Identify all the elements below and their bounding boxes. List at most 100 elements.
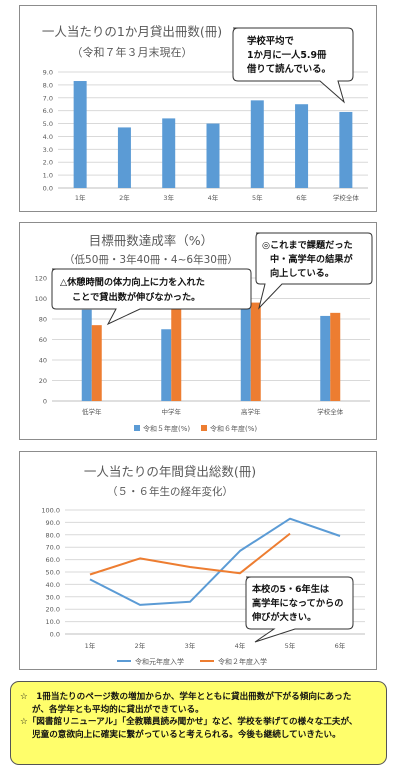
chart3-callout-line2: 高学年になってからの [252, 597, 343, 609]
chart2-xtick-label: 低学年 [82, 407, 102, 416]
chart2-bar-series2 [171, 307, 182, 401]
chart3-ytick-label: 50.0 [46, 569, 60, 577]
chart3-xtick-label: 2年 [135, 641, 146, 650]
chart1-xtick-label: 3年 [163, 193, 174, 202]
chart3-legend-series2: 令和２年度入学 [218, 657, 267, 666]
chart1-ytick-label: 7.0 [43, 94, 53, 102]
monthly-loans-chart: 一人当たりの1か月貸出冊数(冊) （令和７年３月末現在） 0.0 1.0 2.0 3.… [19, 5, 377, 212]
chart2-callout-right-line2: 中・高学年の結果が [270, 253, 353, 265]
chart1-ytick-label: 0.0 [43, 185, 53, 193]
chart1-bar [250, 100, 264, 188]
chart2-legend-series1: 令和５年度(%) [143, 424, 190, 433]
chart2-ytick-label: 0 [43, 398, 47, 406]
chart1-xtick-label: 2年 [119, 193, 130, 202]
chart1-ytick-label: 8.0 [43, 81, 53, 89]
chart2-subtitle: （低50冊・3年40冊・4~6年30冊） [64, 253, 238, 266]
chart3-xtick-label: 5年 [285, 641, 296, 650]
chart1-subtitle: （令和７年３月末現在） [72, 45, 193, 59]
chart3-series2-line [89, 532, 291, 576]
chart1-callout-line2: 1か月に一人5.9冊 [247, 49, 327, 61]
chart3-legend: 令和元年度入学 令和２年度入学 [117, 657, 267, 666]
chart1-xtick-label: 5年 [252, 193, 263, 202]
chart3-ytick-label: 40.0 [46, 581, 60, 589]
chart3-ytick-label: 90.0 [46, 519, 60, 527]
chart3-series1-line [89, 517, 341, 606]
chart2-xtick-label: 高学年 [241, 407, 261, 416]
note-line2: が、各学年とも平均的に貸出ができている。 [32, 704, 204, 715]
chart1-bar [339, 111, 353, 188]
note-line1: ☆ 1冊当たりのページ数の増加からか、学年とともに貸出冊数が下がる傾向にあった [20, 692, 352, 702]
chart2-ytick-label: 80 [39, 316, 47, 324]
chart3-xtick-label: 4年 [235, 641, 246, 650]
chart2-legend: 令和５年度(%) 令和６年度(%) [134, 424, 257, 433]
annual-loans-svg: 一人当たりの年間貸出総数(冊) （５・６年生の経年変化） 0.0 10.0 20.0… [41, 464, 365, 666]
chart1-callout: 学校平均で 1か月に一人5.9冊 借りて読んでいる。 [232, 27, 354, 104]
chart2-ytick-label: 120 [35, 275, 47, 283]
chart1-ytick-label: 2.0 [43, 159, 53, 167]
chart2-bar-series1 [161, 329, 172, 401]
chart2-bar-series2 [91, 325, 102, 401]
chart3-ytick-label: 20.0 [46, 606, 60, 614]
chart2-ytick-label: 100 [35, 295, 47, 303]
chart3-xtick-label: 1年 [85, 641, 96, 650]
chart2-ytick-label: 60 [39, 336, 47, 344]
chart1-ytick-label: 9.0 [43, 69, 53, 77]
chart1-bar [117, 127, 131, 188]
chart2-xtick-label: 学校全体 [317, 407, 344, 416]
chart1-ytick-label: 6.0 [43, 107, 53, 115]
chart1-xtick-label: 学校全体 [333, 193, 360, 202]
chart2-legend-series2: 令和６年度(%) [210, 424, 257, 433]
summary-note: ☆ 1冊当たりのページ数の増加からか、学年とともに貸出冊数が下がる傾向にあった … [10, 681, 387, 765]
chart1-bar [162, 118, 176, 188]
chart1-title: 一人当たりの1か月貸出冊数(冊) [42, 24, 222, 39]
chart3-callout-line1: 本校の5・6年生は [252, 583, 329, 595]
chart3-ytick-label: 80.0 [46, 531, 60, 539]
chart2-bar-series2 [250, 302, 261, 401]
chart3-callout: 本校の5・6年生は 高学年になってからの 伸びが大きい。 [245, 576, 354, 643]
chart1-bar [73, 81, 87, 188]
monthly-loans-svg: 一人当たりの1か月貸出冊数(冊) （令和７年３月末現在） 0.0 1.0 2.0 3.… [42, 24, 368, 202]
chart2-bar-series2 [330, 312, 341, 401]
chart1-ytick-label: 1.0 [43, 172, 53, 180]
note-line4: 児童の意欲向上に確実に繋がっていると考えられる。今後も継続していきたい。 [32, 729, 341, 740]
chart3-subtitle: （５・６年生の経年変化） [107, 485, 233, 498]
chart2-xtick-label: 中学年 [162, 407, 182, 416]
chart3-ytick-label: 10.0 [46, 618, 60, 626]
chart2-callout-left-line1: △休憩時間の体力向上に力を入れた [60, 276, 205, 288]
chart3-ytick-label: 60.0 [46, 556, 60, 564]
chart1-ytick-label: 5.0 [43, 120, 53, 128]
chart2-bar-series1 [240, 307, 251, 401]
chart2-callout-right-line3: 向上している。 [270, 267, 334, 279]
chart2-callout-right: ◎これまで課題だった 中・高学年の結果が 向上している。 [255, 232, 373, 310]
chart3-ytick-label: 0.0 [50, 631, 60, 639]
chart3-ytick-label: 30.0 [46, 593, 60, 601]
chart2-ytick-label: 20 [39, 377, 47, 385]
chart1-xtick-label: 1年 [75, 193, 86, 202]
chart1-xtick-label: 4年 [208, 193, 219, 202]
chart2-callout-left-line2: ことで貸出数が伸びなかった。 [72, 291, 200, 303]
chart2-callout-left: △休憩時間の体力向上に力を入れた ことで貸出数が伸びなかった。 [51, 268, 252, 326]
annual-loans-chart: 一人当たりの年間貸出総数(冊) （５・６年生の経年変化） 0.0 10.0 20.0… [19, 451, 377, 670]
chart2-bar-series1 [320, 315, 331, 401]
chart3-title: 一人当たりの年間貸出総数(冊) [84, 464, 256, 479]
goal-achievement-svg: 目標冊数達成率（%） （低50冊・3年40冊・4~6年30冊） 0 20 40 60 8… [35, 232, 373, 433]
chart3-xtick-label: 6年 [335, 641, 346, 650]
chart1-callout-line1: 学校平均で [247, 35, 294, 47]
chart1-ytick-label: 4.0 [43, 133, 53, 141]
chart3-callout-line3: 伸びが大きい。 [251, 611, 316, 623]
chart2-title: 目標冊数達成率（%） [89, 233, 213, 248]
chart1-bar [206, 123, 220, 188]
chart2-ytick-label: 40 [39, 357, 47, 365]
goal-achievement-chart: 目標冊数達成率（%） （低50冊・3年40冊・4~6年30冊） 0 20 40 60 8… [19, 222, 377, 440]
chart1-xtick-label: 6年 [296, 193, 307, 202]
chart2-callout-right-line1: ◎これまで課題だった [262, 239, 353, 251]
chart2-bar-series1 [81, 309, 92, 401]
chart3-ytick-label: 100.0 [41, 507, 60, 515]
chart1-ytick-label: 3.0 [43, 146, 53, 154]
note-line3: ☆「図書館リニューアル」「全教職員読み聞かせ」など、学校を挙げての様々な工夫が、 [20, 717, 358, 727]
chart1-bar [295, 104, 309, 188]
chart3-legend-series1: 令和元年度入学 [135, 657, 184, 666]
chart3-xtick-label: 3年 [185, 641, 196, 650]
chart1-callout-line3: 借りて読んでいる。 [246, 63, 331, 75]
chart3-ytick-label: 70.0 [46, 544, 60, 552]
